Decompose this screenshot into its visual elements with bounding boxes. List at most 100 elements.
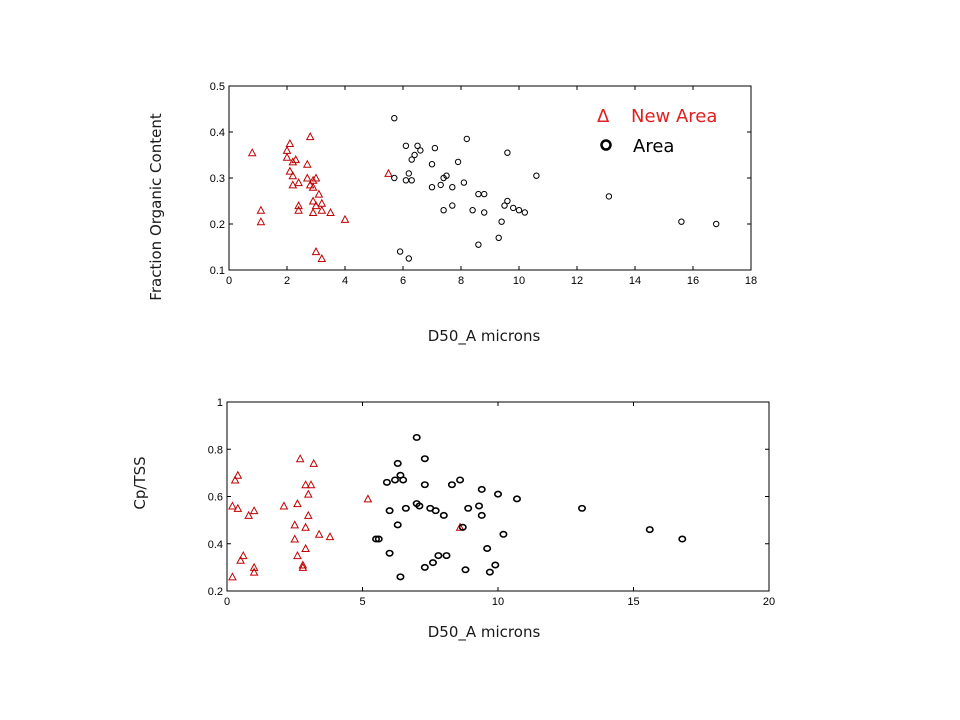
area-point — [428, 184, 436, 191]
new-area-point — [326, 207, 335, 216]
new-area-point — [301, 522, 310, 531]
area-point — [393, 521, 402, 529]
new-area-point — [288, 171, 298, 180]
organic-content-scatter-plot: 0 2 4 6 8 10 12 14 16 18 0.1 0.2 0.3 0.4 0.5 D50_A mic… — [147, 81, 757, 346]
new-area-point — [340, 214, 350, 223]
area-point — [428, 559, 437, 567]
y-tick-label: 0.8 — [208, 444, 223, 456]
y-tick-label: 1 — [217, 397, 223, 409]
y-tick-label: 0.4 — [210, 127, 225, 139]
y-tick-label: 0.4 — [208, 539, 223, 551]
new-area-point — [279, 501, 289, 510]
new-area-point — [308, 182, 318, 191]
x-tick-label: 10 — [513, 275, 525, 287]
area-point — [605, 193, 613, 200]
y-axis-label-bottom: Cp/TSS — [131, 456, 149, 509]
area-point — [477, 511, 486, 519]
y-axis-label-top: Fraction Organic Content — [147, 113, 165, 301]
y-tick-label: 0.3 — [210, 173, 225, 185]
area-point — [411, 151, 418, 159]
area-point — [443, 172, 450, 179]
new-area-point — [294, 205, 303, 214]
area-point — [461, 566, 470, 574]
area-point — [408, 156, 415, 163]
new-area-point — [302, 173, 312, 182]
data-points-bottom — [228, 433, 687, 581]
new-area-point — [236, 555, 245, 564]
y-tick-label: 0.1 — [210, 265, 225, 277]
x-tick-label: 0 — [224, 596, 230, 608]
x-tick-label: 2 — [284, 275, 290, 287]
area-point — [417, 147, 424, 154]
new-area-point — [228, 501, 237, 510]
new-area-point — [249, 562, 259, 571]
new-area-point — [293, 551, 302, 560]
new-area-point — [301, 543, 310, 552]
legend-new-area-symbol: Δ — [597, 106, 610, 127]
new-area-point — [294, 178, 303, 187]
new-area-point — [305, 180, 315, 189]
area-point — [512, 495, 521, 503]
area-point — [431, 507, 440, 515]
new-area-point — [290, 520, 300, 529]
new-area-point — [244, 510, 254, 519]
area-point — [391, 476, 400, 484]
area-point — [501, 202, 508, 209]
new-area-point — [282, 152, 292, 161]
area-point — [578, 504, 587, 512]
new-area-point — [288, 157, 298, 166]
new-area-point — [314, 529, 324, 538]
axis-ticks-bottom: 0 5 10 15 20 0.2 0.4 0.6 0.8 1 — [208, 397, 775, 608]
area-point — [401, 504, 410, 512]
area-point — [678, 218, 685, 225]
area-point — [415, 502, 424, 510]
new-area-point — [303, 489, 313, 498]
new-area-point — [256, 205, 266, 214]
new-area-point — [325, 532, 335, 541]
x-tick-label: 8 — [458, 275, 464, 287]
area-point — [481, 190, 488, 198]
area-point — [510, 204, 517, 212]
y-tick-label: 0.5 — [210, 81, 225, 93]
new-area-point — [309, 458, 319, 467]
plot-frame-top — [228, 85, 752, 271]
new-area-point — [363, 494, 373, 503]
area-point — [412, 433, 421, 441]
y-tick-label: 0.2 — [208, 586, 223, 598]
new-area-point — [285, 166, 295, 175]
area-point — [449, 184, 456, 191]
x-tick-label: 14 — [629, 275, 641, 287]
area-point — [498, 218, 505, 225]
x-tick-label: 4 — [342, 275, 348, 287]
x-tick-label: 18 — [745, 275, 757, 287]
area-point — [491, 561, 500, 569]
new-area-point — [290, 534, 300, 543]
area-point — [431, 144, 439, 152]
legend-area-marker — [600, 139, 612, 151]
area-point — [447, 481, 456, 489]
area-point — [475, 502, 484, 510]
area-point — [405, 170, 412, 177]
area-point — [382, 478, 391, 486]
x-tick-label: 12 — [571, 275, 583, 287]
area-point — [439, 511, 448, 519]
new-area-point — [306, 480, 316, 489]
area-point — [408, 177, 415, 184]
area-point — [405, 255, 412, 262]
new-area-point — [311, 173, 321, 182]
area-point — [463, 135, 470, 143]
area-point — [678, 535, 687, 543]
new-area-point — [314, 189, 324, 198]
new-area-point — [228, 572, 237, 581]
new-area-point — [305, 132, 315, 141]
new-area-point — [285, 138, 295, 147]
area-point — [483, 544, 492, 552]
legend-new-area-label: New Area — [631, 106, 717, 127]
y-tick-label: 0.2 — [210, 219, 225, 231]
area-point — [440, 207, 447, 214]
area-point — [434, 552, 443, 560]
area-point — [420, 455, 429, 463]
area-point — [454, 158, 462, 166]
area-point — [399, 476, 408, 484]
area-point — [645, 526, 654, 534]
